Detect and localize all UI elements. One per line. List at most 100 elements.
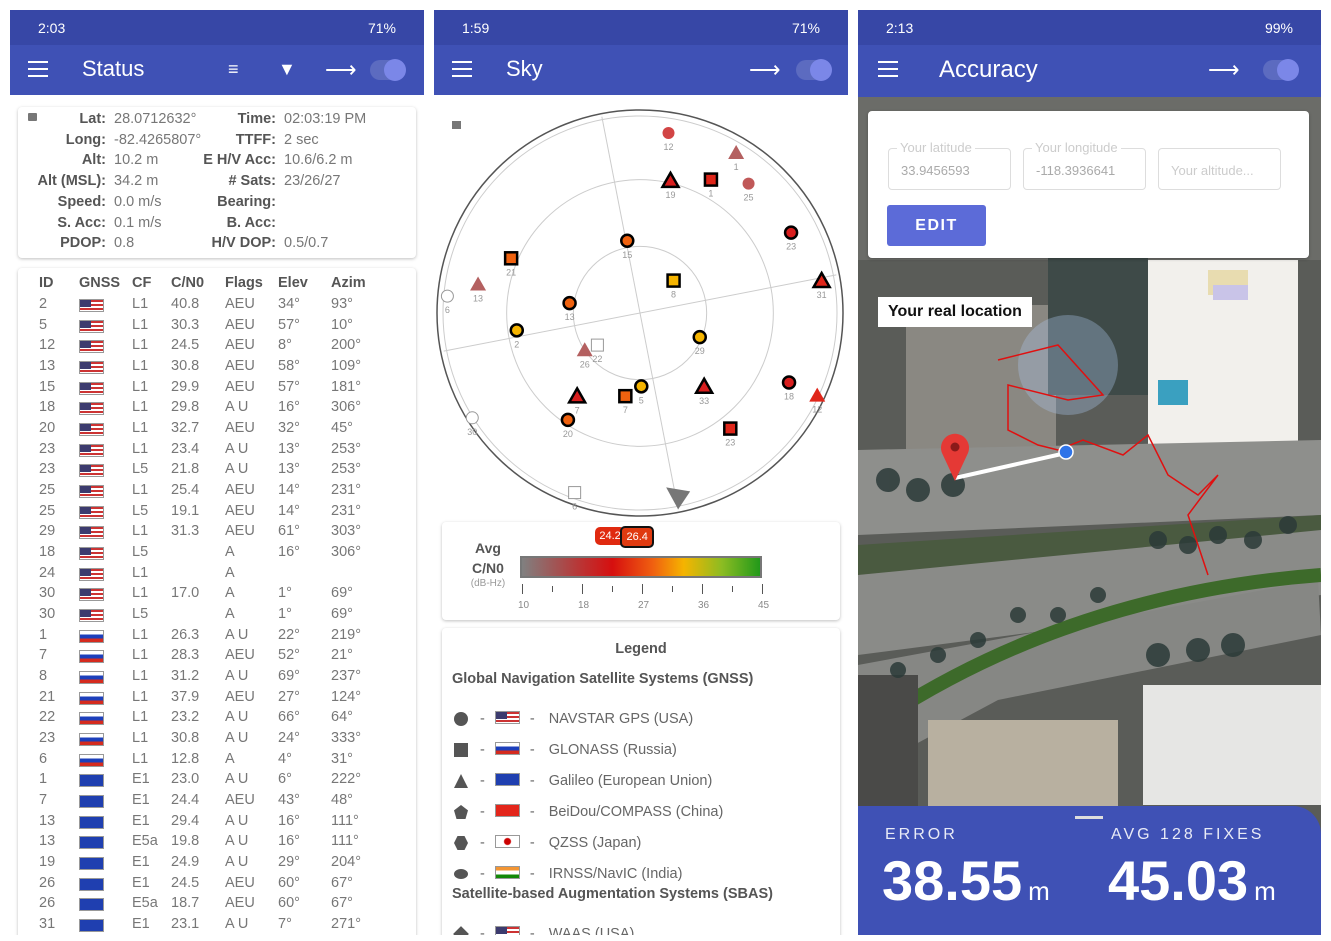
table-row[interactable]: 30 L1 17.0 A 1° 69° xyxy=(18,585,418,605)
table-cell: 67° xyxy=(331,874,353,891)
legend-name: WAAS (USA) xyxy=(548,926,635,935)
satellite-galileo-marker xyxy=(809,387,826,402)
drag-handle[interactable] xyxy=(1075,816,1103,819)
ring-30 xyxy=(506,179,774,447)
table-row[interactable]: 21 L1 37.9 AEU 27° 124° xyxy=(18,689,418,709)
tick-mark xyxy=(612,586,613,592)
table-row[interactable]: 24 L1 A xyxy=(18,565,418,585)
table-cell: 26 xyxy=(39,874,56,891)
satellite-glonass-marker xyxy=(568,486,582,500)
legend-item: - - GLONASS (Russia) xyxy=(454,740,677,760)
legend-name: Galileo (European Union) xyxy=(548,773,713,789)
flag-usa-icon xyxy=(79,565,104,585)
table-row[interactable]: 1 L1 26.3 A U 22° 219° xyxy=(18,627,418,647)
toggle-switch[interactable] xyxy=(1263,59,1299,81)
table-row[interactable]: 25 L5 19.1 AEU 14° 231° xyxy=(18,503,418,523)
table-row[interactable]: 22 L1 23.2 A U 66° 64° xyxy=(18,709,418,729)
table-row[interactable]: 26 E1 24.5 AEU 60° 67° xyxy=(18,875,418,895)
flag-usa-icon xyxy=(79,296,104,316)
satellite-label: 12 xyxy=(812,405,822,415)
table-cell: A U xyxy=(225,461,249,478)
table-row[interactable]: 20 L1 32.7 AEU 32° 45° xyxy=(18,420,418,440)
page-title: Sky xyxy=(506,56,543,81)
table-row[interactable]: 6 L1 12.8 A 4° 31° xyxy=(18,751,418,771)
column-header[interactable]: C/N0 xyxy=(171,275,205,291)
fix-label: S. Acc: xyxy=(57,214,106,231)
table-row[interactable]: 31 E1 23.1 A U 7° 271° xyxy=(18,916,418,935)
column-header[interactable]: ID xyxy=(39,275,54,291)
table-row[interactable]: 13 E5a 19.8 A U 16° 111° xyxy=(18,833,418,853)
table-cell: L1 xyxy=(132,564,149,581)
edit-button[interactable]: EDIT xyxy=(887,205,986,246)
longitude-field[interactable]: Your longitude -118.3936641 xyxy=(1023,140,1146,190)
menu-icon[interactable] xyxy=(452,61,472,77)
latitude-field[interactable]: Your latitude 33.9456593 xyxy=(888,140,1011,190)
table-row[interactable]: 18 L1 29.8 A U 16° 306° xyxy=(18,399,418,419)
table-row[interactable]: 23 L5 21.8 A U 13° 253° xyxy=(18,461,418,481)
table-row[interactable]: 26 E5a 18.7 AEU 60° 67° xyxy=(18,895,418,915)
table-row[interactable]: 18 L5 A 16° 306° xyxy=(18,544,418,564)
table-cell: AEU xyxy=(225,647,255,664)
share-icon[interactable]: ⟶ xyxy=(1208,57,1240,82)
fix-info-card: Lat: 28.0712632° Time: 02:03:19 PM Long: … xyxy=(18,107,416,258)
table-row[interactable]: 29 L1 31.3 AEU 61° 303° xyxy=(18,523,418,543)
table-row[interactable]: 2 L1 40.8 AEU 34° 93° xyxy=(18,296,418,316)
satellite-gps-marker xyxy=(465,411,479,425)
satellite-label: 22 xyxy=(592,354,602,364)
table-cell: 29 xyxy=(39,523,56,540)
table-row[interactable]: 1 E1 23.0 A U 6° 222° xyxy=(18,771,418,791)
table-cell: E5a xyxy=(132,833,158,850)
satellite-label: 31 xyxy=(817,290,827,300)
satellite-gps-marker xyxy=(620,233,635,249)
toggle-switch[interactable] xyxy=(796,59,832,81)
share-icon[interactable]: ⟶ xyxy=(749,57,781,82)
table-row[interactable]: 13 L1 30.8 AEU 58° 109° xyxy=(18,358,418,378)
toggle-switch[interactable] xyxy=(370,59,406,81)
tick-label: 36 xyxy=(698,600,710,611)
table-row[interactable]: 7 L1 28.3 AEU 52° 21° xyxy=(18,647,418,667)
flag-usa-icon xyxy=(79,337,104,357)
column-header[interactable]: CF xyxy=(132,275,152,291)
battery-level: 71% xyxy=(791,19,820,36)
table-cell: AEU xyxy=(225,316,255,333)
sort-icon[interactable]: ≡ xyxy=(228,59,239,79)
table-row[interactable]: 19 E1 24.9 A U 29° 204° xyxy=(18,854,418,874)
table-row[interactable]: 12 L1 24.5 AEU 8° 200° xyxy=(18,337,418,357)
table-cell: 271° xyxy=(331,916,361,933)
column-header[interactable]: GNSS xyxy=(79,275,121,291)
table-cell: 45° xyxy=(331,420,353,437)
tick-label: 10 xyxy=(518,600,530,611)
table-row[interactable]: 5 L1 30.3 AEU 57° 10° xyxy=(18,317,418,337)
table-row[interactable]: 30 L5 A 1° 69° xyxy=(18,606,418,626)
table-cell: 57° xyxy=(278,316,300,333)
menu-icon[interactable] xyxy=(878,61,898,77)
table-row[interactable]: 15 L1 29.9 AEU 57° 181° xyxy=(18,379,418,399)
table-cell: 7° xyxy=(278,916,292,933)
fix-label: Lat: xyxy=(79,111,106,127)
menu-icon[interactable] xyxy=(28,61,48,77)
table-cell: 231° xyxy=(331,482,361,499)
legend-item: - - WAAS (USA) xyxy=(453,924,635,935)
table-cell: 15 xyxy=(39,378,56,395)
gnss-header: Global Navigation Satellite Systems (GNS… xyxy=(452,671,754,687)
table-cell: 200° xyxy=(331,337,361,354)
table-cell: 52° xyxy=(278,647,300,664)
filter-icon[interactable]: ▼ xyxy=(278,59,296,79)
error-unit: m xyxy=(1028,876,1050,906)
flag-usa-icon xyxy=(79,585,104,605)
table-row[interactable]: 13 E1 29.4 A U 16° 111° xyxy=(18,813,418,833)
table-row[interactable]: 23 L1 23.4 A U 13° 253° xyxy=(18,441,418,461)
table-cell: L1 xyxy=(132,440,149,457)
table-row[interactable]: 8 L1 31.2 A U 69° 237° xyxy=(18,668,418,688)
table-row[interactable]: 7 E1 24.4 AEU 43° 48° xyxy=(18,792,418,812)
column-header[interactable]: Azim xyxy=(331,275,366,291)
table-cell: 69° xyxy=(278,668,300,685)
table-cell: L1 xyxy=(132,378,149,395)
column-header[interactable]: Elev xyxy=(278,275,308,291)
table-row[interactable]: 23 L1 30.8 A U 24° 333° xyxy=(18,730,418,750)
column-header[interactable]: Flags xyxy=(225,275,263,291)
table-row[interactable]: 25 L1 25.4 AEU 14° 231° xyxy=(18,482,418,502)
altitude-field[interactable]: Your altitude... xyxy=(1158,148,1281,190)
share-icon[interactable]: ⟶ xyxy=(325,57,357,82)
table-cell: 67° xyxy=(331,895,353,912)
